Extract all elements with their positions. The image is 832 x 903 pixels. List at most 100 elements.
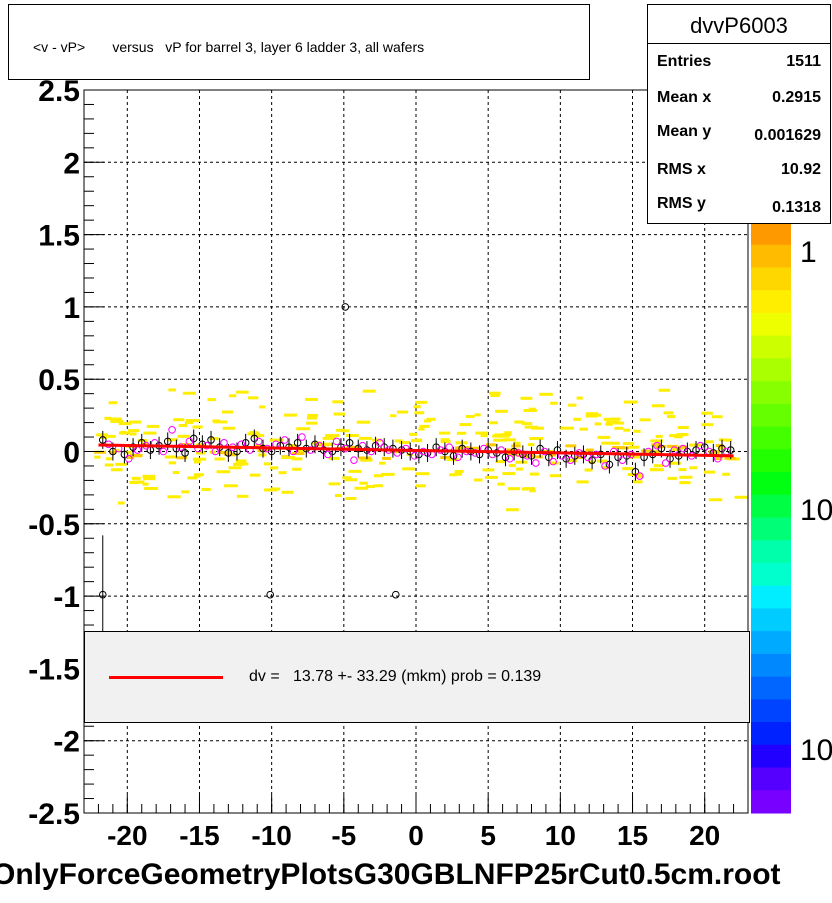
density-cell	[264, 488, 278, 492]
density-cell	[708, 498, 723, 502]
density-cell	[195, 443, 206, 447]
density-cell	[649, 468, 657, 472]
y-tick-label: 2.5	[38, 75, 80, 108]
stats-label: Mean x	[657, 89, 712, 106]
y-tick-label: 1.5	[38, 220, 80, 253]
density-cell	[217, 450, 225, 454]
density-cell	[415, 400, 428, 404]
density-cell	[221, 410, 234, 414]
density-cell	[653, 464, 664, 468]
density-cell	[531, 426, 545, 430]
density-cell	[94, 455, 101, 459]
profile-point-magenta	[532, 459, 540, 467]
palette-cell	[751, 358, 791, 382]
density-cell	[651, 443, 661, 447]
palette-cell	[751, 767, 791, 791]
density-cell	[168, 461, 177, 465]
density-cell	[389, 450, 403, 454]
profile-point-black	[631, 467, 640, 476]
density-cell	[718, 438, 728, 442]
density-cell	[640, 449, 654, 453]
density-cell	[623, 400, 638, 404]
density-cell	[426, 417, 436, 421]
profile-point-magenta	[696, 441, 705, 450]
density-cell	[306, 421, 318, 425]
density-cell	[177, 434, 190, 438]
density-cell	[172, 471, 180, 475]
density-cell	[459, 423, 472, 427]
density-cell	[679, 475, 693, 479]
density-cell	[423, 419, 432, 423]
density-cell	[618, 446, 630, 450]
density-cell	[440, 440, 451, 444]
density-cell	[650, 439, 663, 443]
profile-point-magenta	[566, 456, 575, 464]
density-cell	[589, 413, 601, 417]
stats-value: 10.92	[780, 161, 821, 178]
density-cell	[539, 392, 553, 396]
density-cell	[513, 441, 521, 445]
density-cell	[193, 473, 205, 477]
density-cell	[501, 433, 512, 437]
density-cell	[455, 441, 468, 445]
density-cell	[132, 480, 141, 484]
density-cell	[446, 458, 459, 462]
palette-cell	[751, 290, 791, 314]
density-cell	[144, 486, 159, 490]
density-cell	[143, 431, 157, 435]
density-cell	[550, 401, 558, 405]
density-cell	[356, 420, 371, 424]
density-cell	[474, 413, 481, 417]
fit-legend-text: dv = 13.78 +- 33.29 (mkm) prob = 0.139	[249, 668, 542, 685]
density-cell	[485, 443, 497, 447]
profile-point-magenta	[254, 437, 263, 446]
density-cell	[711, 415, 723, 419]
palette-cell	[751, 722, 791, 746]
palette-cell	[751, 494, 791, 518]
outlier-point	[391, 590, 400, 599]
density-cell	[482, 468, 495, 472]
density-cell	[142, 482, 149, 486]
density-cell	[622, 467, 634, 471]
density-cell	[307, 413, 319, 417]
density-cell	[118, 431, 130, 435]
density-cell	[366, 485, 375, 489]
density-cell	[629, 455, 641, 459]
y-tick-label: 0.5	[38, 364, 80, 397]
profile-point-black	[605, 460, 614, 469]
density-cell	[291, 451, 305, 455]
density-cell	[488, 391, 501, 395]
density-cell	[418, 427, 425, 431]
density-cell	[236, 390, 249, 394]
y-tick-label: -1.5	[28, 653, 80, 686]
density-cell	[304, 397, 319, 401]
density-cell	[633, 429, 641, 433]
profile-point-magenta	[601, 462, 609, 470]
density-cell	[390, 414, 397, 418]
profile-point-black	[293, 439, 302, 447]
density-cell	[415, 472, 430, 476]
palette-cell	[751, 403, 791, 428]
density-cell	[104, 416, 112, 420]
density-cell	[178, 424, 188, 428]
profile-point-black	[692, 446, 700, 454]
profile-point-black	[120, 450, 129, 459]
profile-point-magenta	[635, 472, 644, 480]
profile-point-black	[700, 443, 709, 451]
stats-label: RMS x	[657, 161, 706, 178]
density-cell	[503, 438, 517, 442]
density-cell	[336, 428, 345, 432]
density-cell	[550, 461, 559, 465]
density-cell	[440, 456, 452, 460]
density-cell	[704, 440, 714, 444]
density-cell	[457, 446, 470, 450]
density-cell	[722, 472, 731, 476]
x-tick-label: 5	[480, 820, 496, 851]
density-cell	[143, 477, 155, 481]
density-cell	[529, 436, 544, 440]
density-cell	[296, 427, 311, 431]
profile-point-magenta	[549, 457, 557, 466]
profile-point-magenta	[168, 426, 176, 434]
density-cell	[325, 434, 339, 438]
density-cell	[354, 486, 369, 490]
